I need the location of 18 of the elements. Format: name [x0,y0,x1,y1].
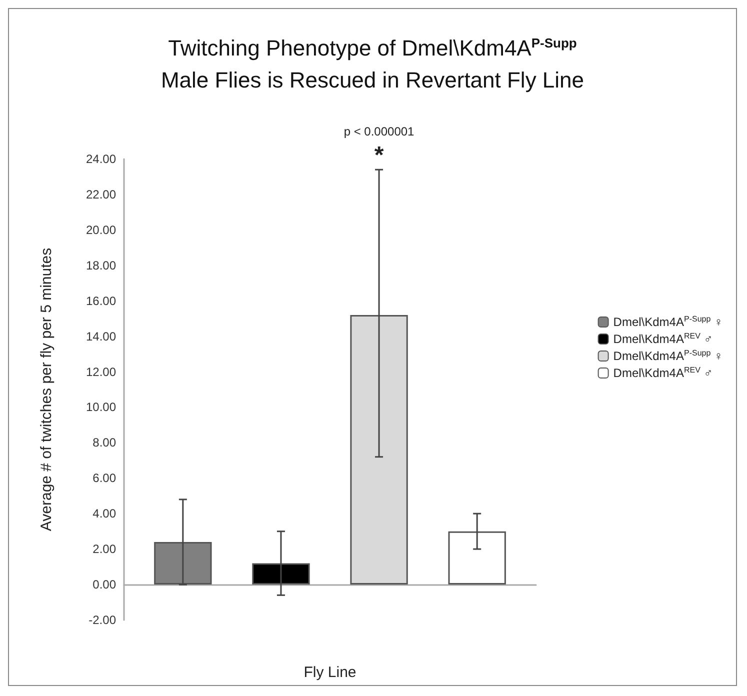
y-tick-label: 0.00 [92,578,116,592]
x-axis-title: Fly Line [304,664,356,681]
annotation: * [374,142,384,170]
y-tick-label: 8.00 [92,436,116,450]
y-tick-label: -2.00 [88,613,116,627]
y-tick-label: 10.00 [86,400,116,414]
y-tick-label: 14.00 [86,329,116,344]
y-tick-label: 22.00 [86,187,116,202]
y-tick-label: 2.00 [92,542,116,556]
y-tick-label: 24.00 [86,152,116,166]
y-tick-label: 4.00 [92,506,116,521]
y-tick-label: 12.00 [86,364,116,379]
y-axis-title: Average # of twitches per fly per 5 minutes [38,248,55,532]
y-tick-label: 18.00 [86,258,116,272]
y-tick-label: 20.00 [86,222,116,237]
y-tick-label: 16.00 [86,294,116,308]
y-tick-label: 6.00 [92,471,116,486]
text: p < 0.000001 [344,124,415,139]
